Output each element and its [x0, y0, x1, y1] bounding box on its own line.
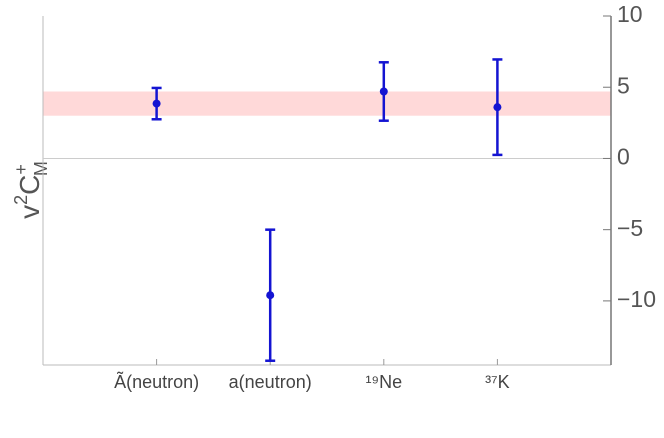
- point: [379, 87, 388, 96]
- x-tick-label: ¹⁹Ne: [365, 372, 402, 392]
- y-tick-label: 5: [617, 72, 630, 98]
- ylabel-part: 2: [11, 195, 31, 205]
- ylabel-part: +: [11, 164, 31, 175]
- x-tick-label: a(neutron): [229, 372, 312, 392]
- ylabel-part: M: [31, 161, 51, 176]
- point: [152, 99, 161, 108]
- y-axis-label: v2C+M: [11, 161, 51, 219]
- y-tick-label: 10: [617, 1, 643, 27]
- point: [266, 291, 275, 300]
- y-tick-label: 0: [617, 144, 630, 170]
- x-tick-label: ³⁷K: [485, 372, 510, 392]
- x-tick-label: Ã(neutron): [114, 371, 199, 392]
- y-tick-label: −10: [617, 286, 656, 312]
- point: [493, 103, 502, 112]
- ylabel-part: v: [14, 205, 45, 219]
- ylabel-part: C: [14, 175, 45, 195]
- band: [43, 91, 611, 116]
- y-tick-label: −5: [617, 215, 643, 241]
